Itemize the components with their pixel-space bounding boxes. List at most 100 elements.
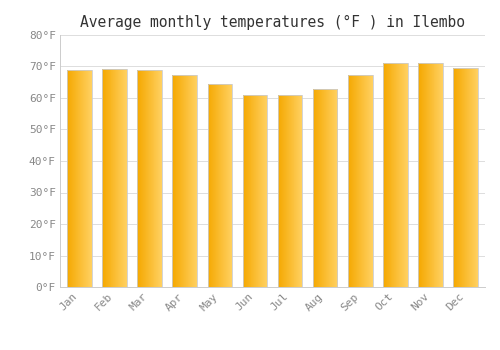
Bar [383, 63, 407, 287]
Bar [67, 70, 68, 287]
Bar [294, 95, 295, 287]
Bar [112, 69, 113, 287]
Bar [466, 68, 467, 287]
Bar [352, 75, 353, 287]
Bar [208, 84, 232, 287]
Bar [392, 63, 393, 287]
Bar [456, 68, 457, 287]
Bar [318, 89, 319, 287]
Bar [299, 95, 300, 287]
Bar [387, 63, 388, 287]
Bar [407, 63, 408, 287]
Bar [336, 89, 337, 287]
Bar [250, 95, 251, 287]
Bar [397, 63, 398, 287]
Bar [248, 95, 249, 287]
Bar [320, 89, 321, 287]
Bar [190, 75, 191, 287]
Bar [421, 63, 422, 287]
Bar [425, 63, 426, 287]
Bar [71, 70, 72, 287]
Bar [467, 68, 468, 287]
Bar [242, 95, 243, 287]
Bar [229, 84, 230, 287]
Bar [103, 69, 104, 287]
Bar [74, 70, 75, 287]
Bar [113, 69, 114, 287]
Bar [465, 68, 466, 287]
Bar [105, 69, 106, 287]
Bar [88, 70, 89, 287]
Bar [151, 70, 152, 287]
Bar [245, 95, 246, 287]
Bar [454, 68, 478, 287]
Bar [313, 89, 338, 287]
Bar [193, 75, 194, 287]
Bar [361, 75, 362, 287]
Bar [279, 95, 280, 287]
Bar [460, 68, 461, 287]
Bar [256, 95, 257, 287]
Bar [475, 68, 476, 287]
Bar [287, 95, 288, 287]
Bar [126, 69, 127, 287]
Bar [86, 70, 87, 287]
Bar [191, 75, 192, 287]
Bar [81, 70, 82, 287]
Bar [457, 68, 458, 287]
Bar [368, 75, 369, 287]
Bar [385, 63, 386, 287]
Bar [209, 84, 210, 287]
Bar [179, 75, 180, 287]
Bar [427, 63, 428, 287]
Bar [321, 89, 322, 287]
Bar [424, 63, 425, 287]
Bar [258, 95, 259, 287]
Bar [225, 84, 226, 287]
Bar [252, 95, 253, 287]
Bar [230, 84, 231, 287]
Bar [244, 95, 245, 287]
Bar [337, 89, 338, 287]
Bar [386, 63, 387, 287]
Bar [176, 75, 177, 287]
Bar [322, 89, 324, 287]
Bar [362, 75, 363, 287]
Bar [333, 89, 334, 287]
Bar [181, 75, 182, 287]
Bar [218, 84, 219, 287]
Bar [401, 63, 402, 287]
Bar [72, 70, 73, 287]
Bar [430, 63, 431, 287]
Bar [395, 63, 396, 287]
Bar [328, 89, 329, 287]
Bar [323, 89, 324, 287]
Bar [435, 63, 436, 287]
Bar [326, 89, 327, 287]
Bar [470, 68, 471, 287]
Bar [79, 70, 80, 287]
Bar [422, 63, 423, 287]
Bar [264, 95, 265, 287]
Bar [389, 63, 390, 287]
Bar [192, 75, 193, 287]
Bar [138, 70, 140, 287]
Bar [211, 84, 212, 287]
Bar [89, 70, 90, 287]
Bar [356, 75, 357, 287]
Bar [253, 95, 254, 287]
Bar [329, 89, 330, 287]
Bar [155, 70, 156, 287]
Bar [351, 75, 352, 287]
Bar [476, 68, 477, 287]
Bar [91, 70, 92, 287]
Bar [115, 69, 116, 287]
Bar [348, 75, 349, 287]
Bar [359, 75, 360, 287]
Bar [227, 84, 228, 287]
Bar [330, 89, 331, 287]
Bar [296, 95, 297, 287]
Bar [464, 68, 465, 287]
Bar [213, 84, 214, 287]
Bar [426, 63, 427, 287]
